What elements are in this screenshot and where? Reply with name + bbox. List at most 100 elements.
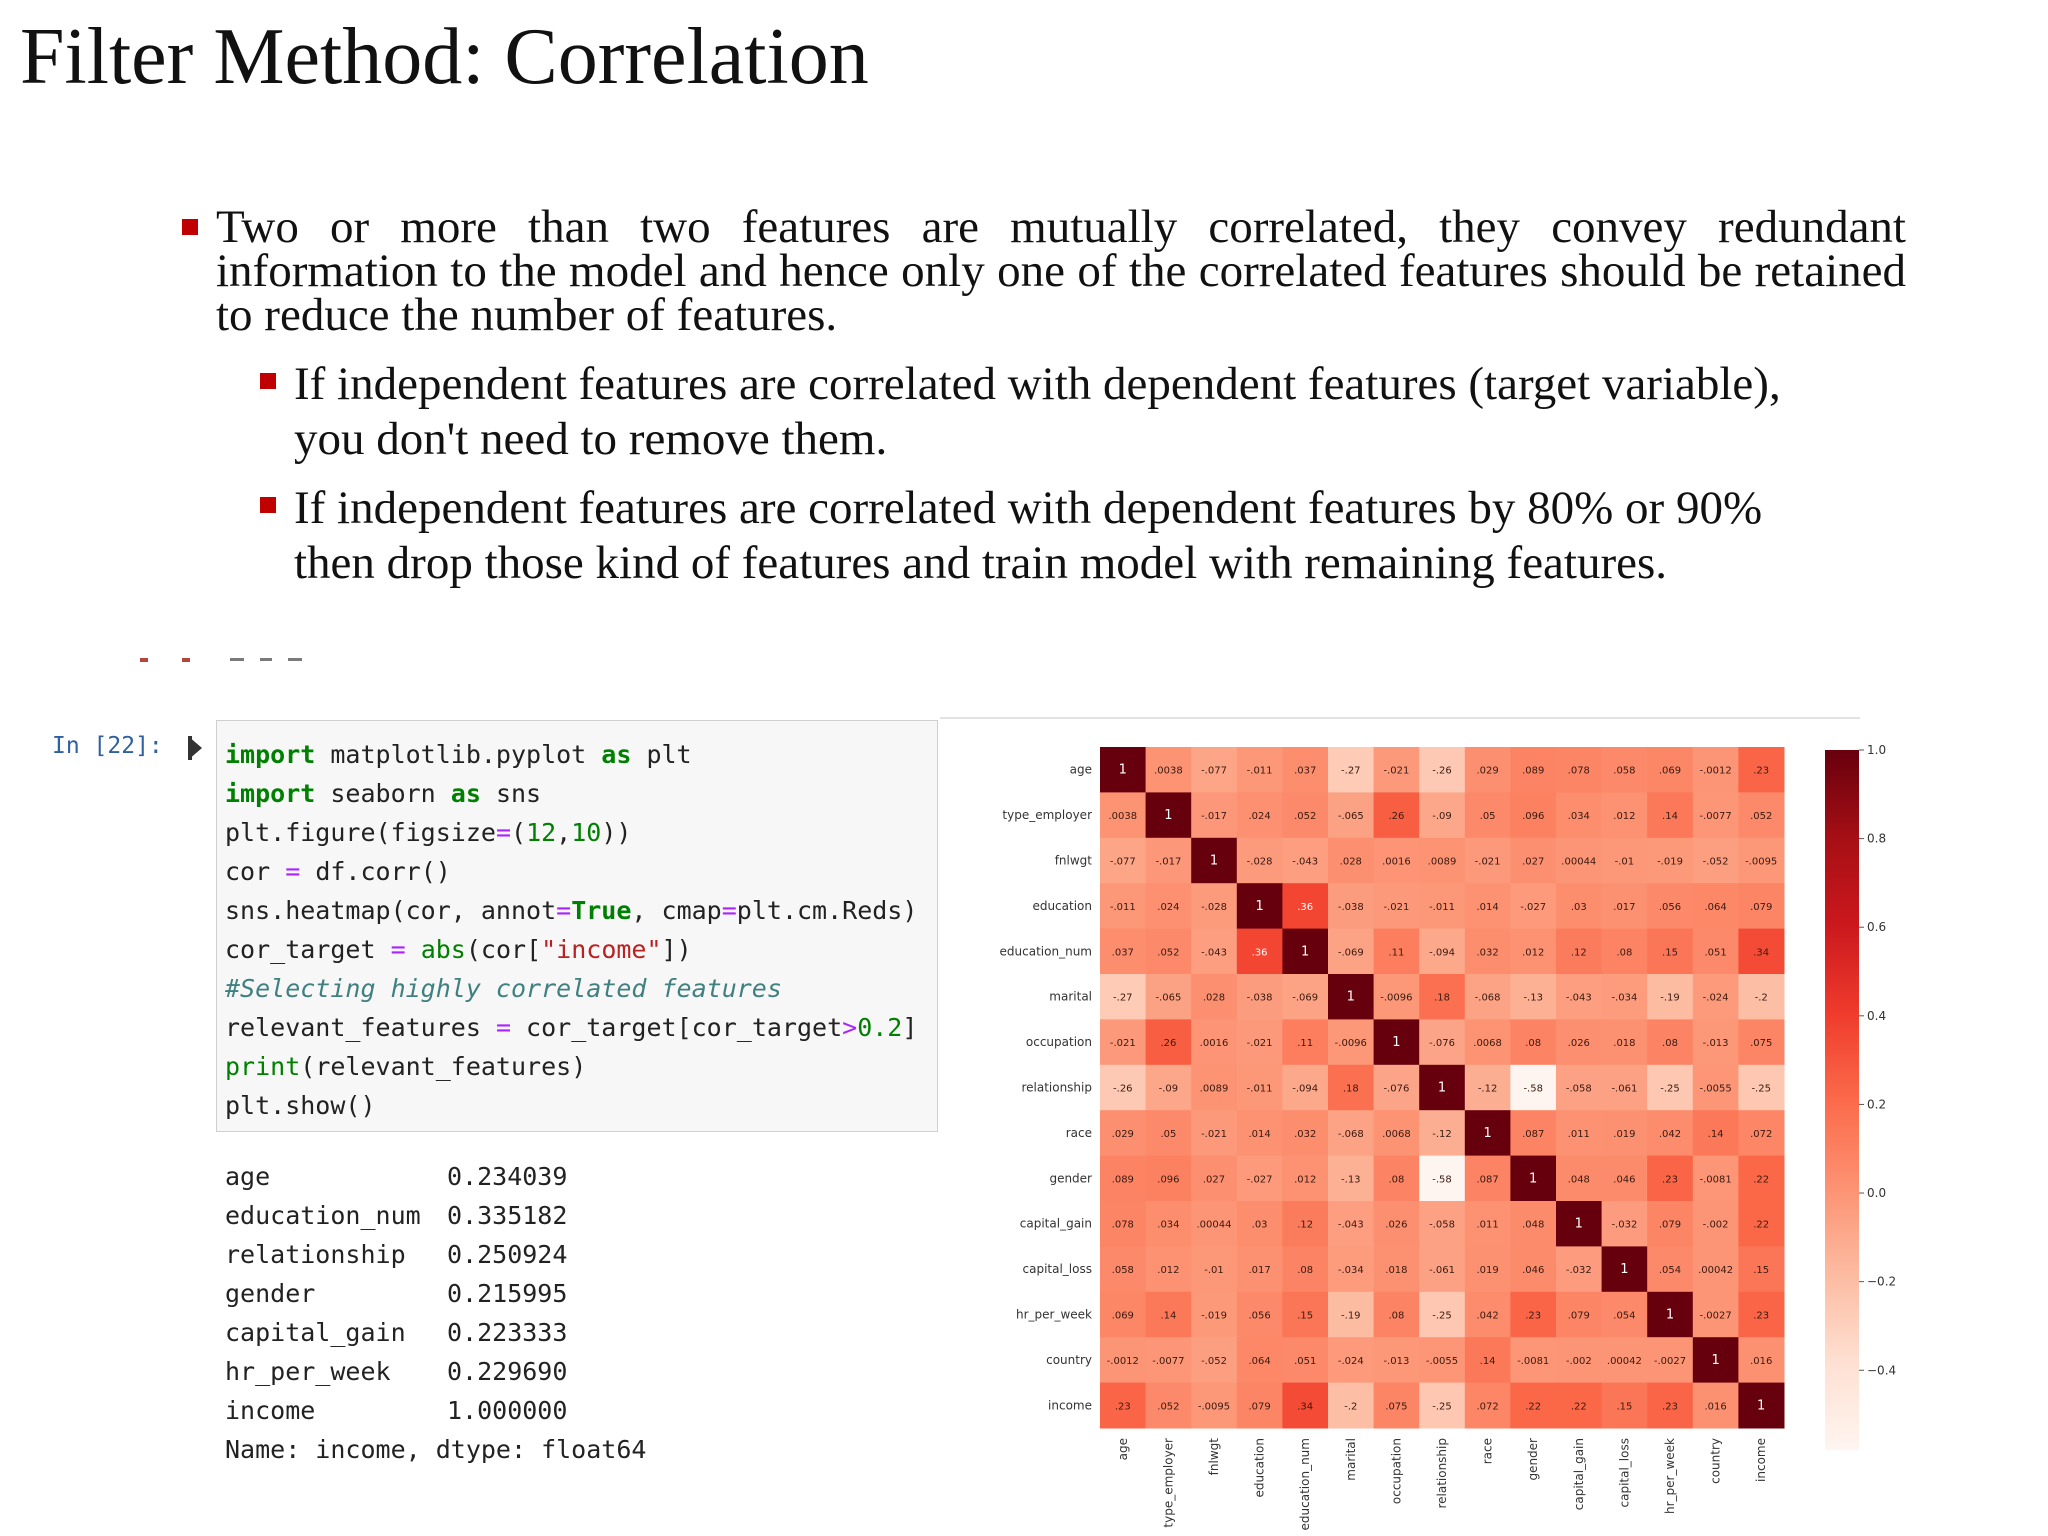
heatmap-cell [1647,1155,1694,1202]
heatmap-cell [1647,1064,1694,1111]
heatmap-cell [1236,792,1283,839]
output-value: 0.215995 [447,1279,568,1308]
x-tick-label: income [1754,1438,1768,1482]
heatmap-cell [1556,1201,1603,1247]
heatmap-cell [1601,1246,1648,1293]
heatmap-cell-label: .019 [1476,1265,1498,1276]
heatmap-cell [1100,792,1147,839]
heatmap-cell-label: -.052 [1201,1356,1227,1367]
code-token: = [285,857,301,886]
heatmap-cell-label: -.032 [1566,1265,1592,1276]
heatmap-cell-label: -.2 [1755,993,1768,1004]
heatmap-cell-label: .052 [1157,1401,1179,1412]
heatmap-cell-label: .34 [1753,947,1769,958]
code-token: = [390,935,406,964]
heatmap-cell [1692,837,1739,884]
heatmap-cell-label: -.077 [1201,766,1227,777]
heatmap-cell [1464,837,1511,884]
colorbar-tick-label: −0.4 [1867,1363,1896,1377]
heatmap-cell [1328,1291,1375,1338]
heatmap-cell-label: .08 [1525,1038,1541,1049]
code-cell[interactable]: import matplotlib.pyplot as plt import se… [216,720,938,1132]
heatmap-cell [1373,792,1420,839]
heatmap-cell [1647,837,1694,884]
heatmap-cell [1236,1155,1283,1202]
code-token: df.corr() [300,857,451,886]
heatmap-cell [1464,1110,1511,1157]
heatmap-cell-label: -.011 [1429,902,1455,913]
code-line: cor_target = abs(cor["income"]) [225,930,937,969]
heatmap-cell-label: 1 [1529,1171,1537,1186]
sub-bullet-item: If independent features are correlated w… [258,357,1814,467]
y-tick-label: marital [1049,990,1092,1004]
notebook-divider [940,717,1860,719]
heatmap-cell-label: .08 [1662,1038,1678,1049]
heatmap-cell [1419,1064,1466,1111]
colorbar [1825,750,1859,1450]
heatmap-cell [1328,974,1375,1020]
heatmap-cell [1328,1155,1375,1202]
output-value: 0.234039 [447,1162,568,1191]
x-tick-label: education_num [1298,1438,1312,1530]
heatmap-cell [1464,974,1511,1020]
heatmap-cell [1692,928,1739,975]
heatmap-cell [1100,1064,1147,1111]
bullet-square-icon [260,497,276,513]
heatmap-cell [1236,928,1283,975]
heatmap-cell-label: .027 [1203,1174,1225,1185]
heatmap-cell [1647,1110,1694,1157]
code-token: ]) [661,935,692,964]
heatmap-cell-label: .08 [1616,947,1632,958]
heatmap-cell [1510,1382,1557,1429]
heatmap-cell [1738,1337,1785,1384]
heatmap-cell [1556,1155,1603,1202]
heatmap-cell [1419,1155,1466,1202]
colorbar-tick-label: −0.2 [1867,1275,1896,1289]
y-tick-label: occupation [1026,1035,1092,1049]
heatmap-cell [1100,974,1147,1020]
heatmap-cell-label: -.0096 [1335,1038,1367,1049]
run-cell-icon-bar[interactable] [188,736,192,760]
heatmap-cell [1145,1019,1192,1066]
heatmap-cell-label: .03 [1571,902,1587,913]
heatmap-cell [1601,1064,1648,1111]
bullet-text: If independent features are correlated w… [294,358,1781,465]
heatmap-cell [1510,1019,1557,1066]
code-token: > [842,1013,858,1042]
heatmap-cell-label: .028 [1203,993,1225,1004]
heatmap-cell-label: -.028 [1247,857,1273,868]
heatmap-cell [1191,883,1238,930]
heatmap-cell [1692,1110,1739,1157]
heatmap-cell [1556,1019,1603,1066]
heatmap-cell-label: .017 [1613,902,1635,913]
output-value: 0.229690 [447,1357,568,1386]
heatmap-cell-label: .037 [1294,766,1316,777]
heatmap-cell [1647,974,1694,1020]
code-line: plt.figure(figsize=(12,10)) [225,813,937,852]
bullet-text: Two or more than two features are mutual… [216,201,1906,341]
heatmap-cell [1282,1201,1329,1247]
heatmap-cell [1556,1246,1603,1293]
heatmap-cell [1556,792,1603,839]
heatmap-cell [1191,1201,1238,1247]
output-name: gender [225,1279,316,1308]
heatmap-cell-label: .0038 [1154,766,1183,777]
heatmap-cell-label: -.024 [1703,993,1729,1004]
heatmap-cell [1419,1019,1466,1066]
heatmap-cell [1419,974,1466,1020]
output-value: 0.223333 [447,1318,568,1347]
heatmap-cell [1282,1110,1329,1157]
heatmap-cell [1282,883,1329,930]
heatmap-cell [1738,1201,1785,1247]
heatmap-cell-label: 1 [1711,1353,1719,1368]
heatmap-cell [1647,1019,1694,1066]
heatmap-cell-label: .037 [1112,947,1134,958]
heatmap-cell [1647,1246,1694,1293]
heatmap-cell [1738,883,1785,930]
output-name: relationship [225,1240,406,1269]
heatmap-cell-label: -.19 [1341,1311,1361,1322]
heatmap-cell-label: -.011 [1247,1084,1273,1095]
x-tick-label: hr_per_week [1663,1438,1677,1514]
heatmap-cell [1464,1019,1511,1066]
heatmap-cell [1145,1291,1192,1338]
